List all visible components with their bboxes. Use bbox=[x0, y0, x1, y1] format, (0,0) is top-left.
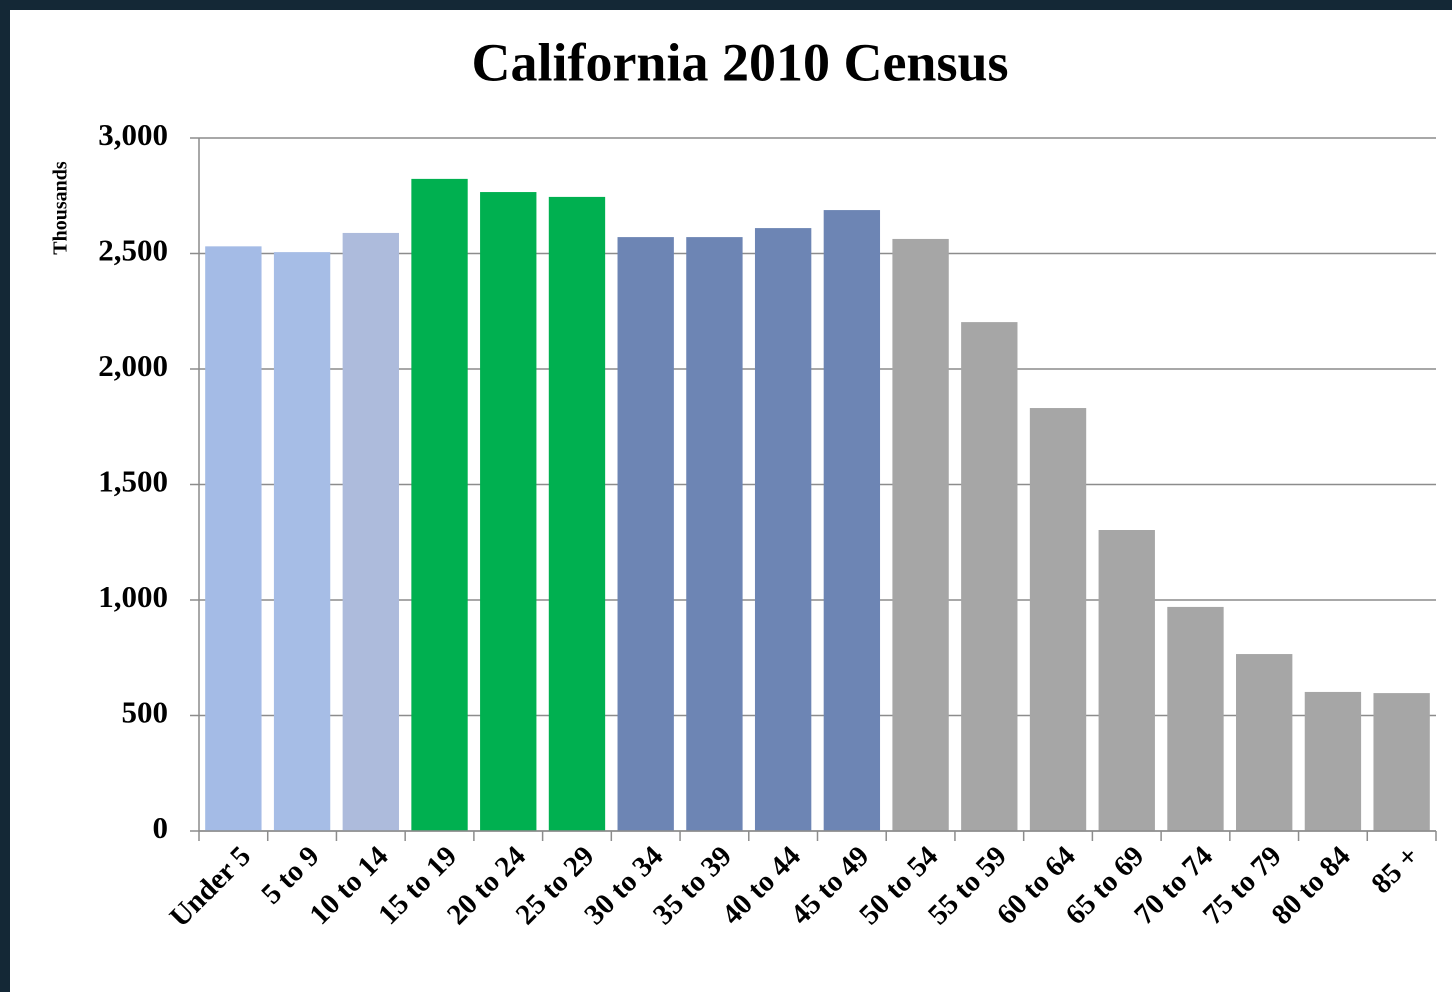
y-tick-label: 0 bbox=[153, 810, 169, 845]
y-tick-label: 500 bbox=[122, 695, 169, 730]
y-tick-label: 3,000 bbox=[98, 117, 168, 152]
bar bbox=[411, 178, 468, 832]
bar bbox=[1304, 691, 1362, 831]
bar bbox=[273, 252, 331, 831]
bar bbox=[961, 322, 1018, 831]
chart-title: California 2010 Census bbox=[471, 32, 1008, 92]
bar bbox=[1236, 654, 1293, 831]
bar bbox=[1167, 606, 1224, 831]
bar bbox=[1373, 693, 1430, 831]
y-axis-label: Thousands bbox=[50, 161, 72, 255]
bar bbox=[205, 246, 262, 832]
y-tick-label: 2,000 bbox=[98, 348, 168, 383]
bar bbox=[617, 237, 674, 831]
y-tick-label: 1,000 bbox=[98, 579, 168, 614]
bar bbox=[1098, 530, 1155, 831]
y-tick-label: 1,500 bbox=[98, 464, 168, 499]
y-tick-label: 2,500 bbox=[98, 233, 168, 268]
bar bbox=[823, 210, 881, 831]
bar bbox=[1029, 408, 1087, 831]
bar bbox=[892, 238, 949, 831]
bar bbox=[754, 228, 812, 832]
bar bbox=[480, 192, 537, 831]
bar bbox=[342, 232, 399, 832]
bar bbox=[548, 196, 606, 831]
bar bbox=[686, 237, 743, 831]
